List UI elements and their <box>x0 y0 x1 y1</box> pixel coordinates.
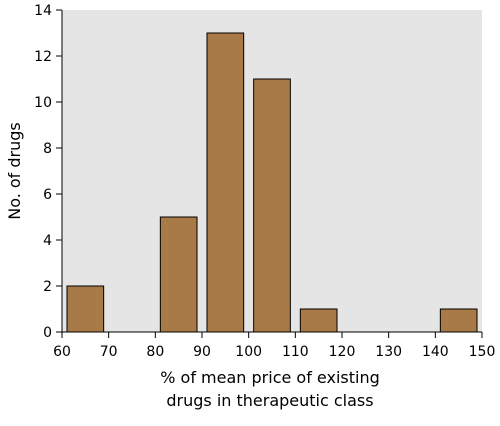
bar-60-70 <box>66 285 105 333</box>
y-tick-label: 0 <box>43 325 52 341</box>
bar-140-150 <box>439 308 478 333</box>
y-tick-label: 4 <box>43 233 52 249</box>
y-tick-label: 8 <box>43 141 52 157</box>
bar-90-100 <box>206 32 245 333</box>
bar-110-120 <box>299 308 338 333</box>
y-axis-title: No. of drugs <box>5 122 24 220</box>
bar-80-90 <box>159 216 198 333</box>
x-tick-label: 70 <box>100 344 118 360</box>
y-axis-ticks: 0 2 4 6 8 10 12 14 <box>34 3 62 341</box>
x-tick-label: 110 <box>282 344 309 360</box>
x-tick-label: 130 <box>375 344 402 360</box>
x-tick-label: 140 <box>422 344 449 360</box>
y-tick-label: 14 <box>34 3 52 19</box>
x-tick-label: 60 <box>53 344 71 360</box>
x-tick-label: 150 <box>469 344 496 360</box>
x-axis-ticks: 60 70 80 90 100 110 120 130 140 150 <box>53 332 495 360</box>
x-tick-label: 80 <box>146 344 164 360</box>
x-tick-label: 90 <box>193 344 211 360</box>
y-tick-label: 10 <box>34 95 52 111</box>
y-tick-label: 6 <box>43 187 52 203</box>
y-tick-label: 2 <box>43 279 52 295</box>
bars-group <box>66 32 478 333</box>
x-axis-title-line-1: % of mean price of existing <box>160 368 380 387</box>
bar-100-110 <box>253 78 291 333</box>
x-tick-label: 120 <box>329 344 356 360</box>
x-tick-label: 100 <box>235 344 262 360</box>
y-tick-label: 12 <box>34 49 52 65</box>
x-axis-title-line-2: drugs in therapeutic class <box>166 391 374 410</box>
